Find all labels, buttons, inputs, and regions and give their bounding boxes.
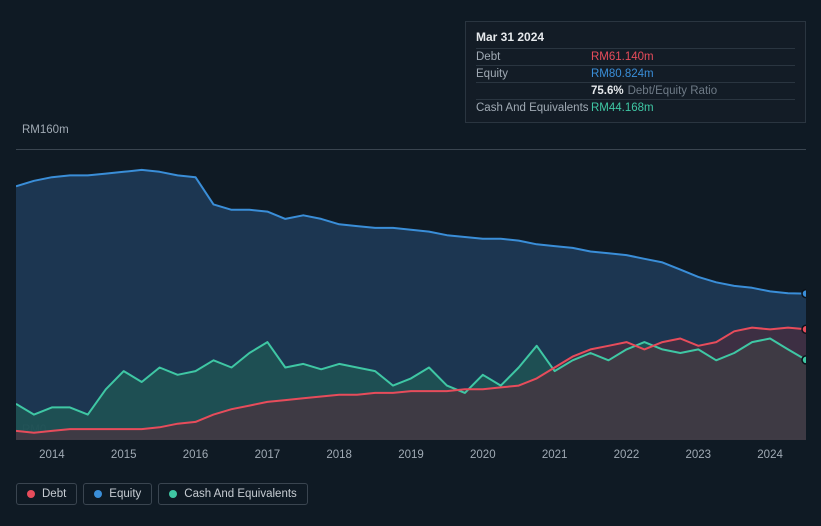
legend-item-equity[interactable]: Equity	[83, 483, 152, 505]
x-tick-label: 2023	[685, 449, 711, 461]
legend-dot-icon	[169, 490, 177, 498]
ratio-value: 75.6%	[591, 85, 624, 97]
chart-svg	[16, 150, 806, 440]
legend-dot-icon	[94, 490, 102, 498]
tooltip-value: RM61.140m	[591, 51, 654, 63]
tooltip-row-cash: Cash And Equivalents RM44.168m	[476, 99, 795, 116]
legend: Debt Equity Cash And Equivalents	[16, 483, 308, 505]
x-tick-label: 2022	[614, 449, 640, 461]
x-tick-label: 2021	[542, 449, 568, 461]
tooltip-row-debt: Debt RM61.140m	[476, 48, 795, 65]
tooltip-row-equity: Equity RM80.824m	[476, 65, 795, 82]
data-tooltip: Mar 31 2024 Debt RM61.140m Equity RM80.8…	[465, 21, 806, 123]
ratio-label: Debt/Equity Ratio	[628, 85, 718, 97]
x-tick-label: 2016	[183, 449, 209, 461]
tooltip-date: Mar 31 2024	[476, 28, 795, 48]
x-axis: 2014 2015 2016 2017 2018 2019 2020 2021 2022 2023…	[16, 449, 806, 469]
x-tick-label: 2017	[255, 449, 281, 461]
legend-item-cash[interactable]: Cash And Equivalents	[158, 483, 308, 505]
tooltip-row-ratio: 75.6% Debt/Equity Ratio	[476, 82, 795, 99]
legend-item-debt[interactable]: Debt	[16, 483, 77, 505]
chart-container: Mar 31 2024 Debt RM61.140m Equity RM80.8…	[0, 0, 821, 526]
x-tick-label: 2019	[398, 449, 424, 461]
tooltip-value: RM80.824m	[591, 68, 654, 80]
legend-label: Debt	[42, 488, 66, 500]
legend-dot-icon	[27, 490, 35, 498]
legend-label: Equity	[109, 488, 141, 500]
legend-label: Cash And Equivalents	[184, 488, 297, 500]
tooltip-label: Debt	[476, 51, 591, 63]
tooltip-value: 75.6% Debt/Equity Ratio	[591, 85, 717, 97]
tooltip-label	[476, 85, 591, 97]
x-tick-label: 2024	[757, 449, 783, 461]
tooltip-label: Cash And Equivalents	[476, 102, 591, 114]
y-axis-max-label: RM160m	[22, 124, 69, 136]
x-tick-label: 2014	[39, 449, 65, 461]
x-tick-label: 2020	[470, 449, 496, 461]
tooltip-label: Equity	[476, 68, 591, 80]
tooltip-value: RM44.168m	[591, 102, 654, 114]
x-tick-label: 2015	[111, 449, 137, 461]
x-tick-label: 2018	[326, 449, 352, 461]
chart-plot-area[interactable]	[16, 149, 806, 439]
